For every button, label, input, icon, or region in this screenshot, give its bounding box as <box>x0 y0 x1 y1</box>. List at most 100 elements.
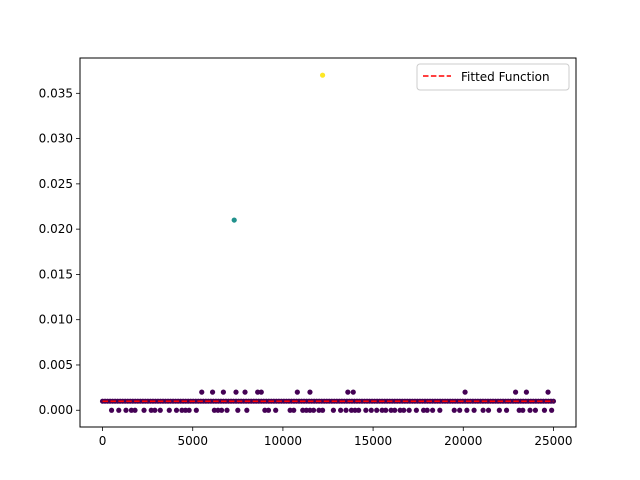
scatter-point <box>471 407 477 413</box>
scatter-point <box>545 389 551 395</box>
x-tick-label: 25000 <box>534 434 572 448</box>
scatter-point <box>512 389 519 395</box>
legend: Fitted Function <box>416 63 570 91</box>
scatter-point <box>356 407 362 413</box>
scatter-point <box>182 407 189 413</box>
scatter-point <box>516 407 522 413</box>
y-tick-label: 0.005 <box>39 358 73 372</box>
scatter-point <box>132 407 138 413</box>
scatter-point <box>388 407 394 413</box>
scatter-point <box>420 407 427 413</box>
scatter-point <box>242 389 248 395</box>
y-tick-label: 0.035 <box>39 86 73 100</box>
scatter-point <box>464 407 470 413</box>
scatter-point <box>224 407 230 413</box>
scatter-point <box>424 407 430 413</box>
scatter-point <box>152 407 158 413</box>
y-tick-label: 0.010 <box>39 313 73 327</box>
scatter-point <box>374 407 380 413</box>
scatter-point <box>523 389 530 395</box>
x-tick-label: 20000 <box>444 434 482 448</box>
scatter-point <box>316 407 322 413</box>
axes-frame <box>79 57 577 428</box>
scatter-point <box>300 407 306 413</box>
scatter-point <box>211 407 217 413</box>
x-tick-label: 10000 <box>264 434 302 448</box>
y-axis: 0.000 0.005 0.010 0.015 0.020 0.025 0.030 0.035 <box>39 86 80 417</box>
scatter-point <box>218 407 225 413</box>
scatter-point <box>235 407 241 413</box>
y-tick-label: 0.020 <box>39 222 73 236</box>
scatter-point <box>209 389 216 395</box>
scatter-point <box>193 407 199 413</box>
scatter-point <box>392 407 398 413</box>
scatter-point <box>141 407 147 413</box>
scatter-point <box>503 407 510 413</box>
scatter-point <box>480 407 486 413</box>
scatter-point <box>397 407 403 413</box>
scatter-point <box>128 407 134 413</box>
scatter-point <box>123 407 129 413</box>
scatter-point <box>179 407 185 413</box>
scatter-point <box>338 407 344 413</box>
x-tick-label: 0 <box>99 434 107 448</box>
scatter-point <box>363 407 369 413</box>
scatter-point <box>215 407 221 413</box>
scatter-point <box>307 407 313 413</box>
scatter-point <box>173 407 180 413</box>
scatter-point <box>457 407 463 413</box>
scatter-point <box>186 407 192 413</box>
scatter-point <box>273 407 279 413</box>
scatter-point <box>108 407 115 413</box>
scatter-point <box>451 407 457 413</box>
scatter-point <box>496 407 502 413</box>
scatter-point <box>330 407 337 413</box>
scatter-point <box>287 407 293 413</box>
scatter-point <box>345 389 351 395</box>
legend-fitted-function-label: Fitted Function <box>461 70 550 84</box>
y-tick-label: 0.015 <box>39 267 73 281</box>
scatter-point <box>430 407 436 413</box>
scatter-point <box>541 407 548 413</box>
scatter-point <box>199 389 205 395</box>
scatter-point <box>116 407 122 413</box>
scatter-point <box>307 389 313 395</box>
scatter-point <box>319 407 326 413</box>
scatter-point <box>462 389 468 395</box>
scatter-point <box>343 407 349 413</box>
y-tick-label: 0.000 <box>39 403 73 417</box>
y-tick-label: 0.030 <box>39 132 73 146</box>
scatter-point <box>310 407 317 413</box>
scatter-point <box>231 217 237 223</box>
scatter-point <box>406 407 412 413</box>
x-tick-label: 15000 <box>354 434 392 448</box>
scatter-point <box>166 407 172 413</box>
scatter-point <box>255 389 261 395</box>
scatter-point <box>527 407 533 413</box>
scatter-point <box>244 407 250 413</box>
scatter-point <box>532 407 539 413</box>
scatter-point <box>348 407 355 413</box>
scatter-point <box>352 407 358 413</box>
scatter-point <box>148 407 154 413</box>
x-axis: 0 5000 10000 15000 20000 25000 <box>99 427 573 448</box>
scatter-point <box>368 407 374 413</box>
scatter-point <box>220 389 226 395</box>
scatter-points <box>99 72 557 413</box>
scatter-point <box>485 407 492 413</box>
scatter-point <box>265 407 272 413</box>
legend-box <box>416 63 570 91</box>
scatter-point <box>303 407 309 413</box>
scatter-point <box>379 407 385 413</box>
scatter-point <box>291 407 297 413</box>
scatter-point <box>413 407 419 413</box>
y-tick-label: 0.025 <box>39 177 73 191</box>
scatter-point <box>294 389 300 395</box>
scatter-point <box>258 389 264 395</box>
scatter-point <box>350 389 356 395</box>
scatter-point <box>520 407 526 413</box>
scatter-point <box>549 407 555 413</box>
scatter-point <box>401 407 407 413</box>
scatter-point <box>262 407 268 413</box>
scatter-point <box>319 72 326 78</box>
